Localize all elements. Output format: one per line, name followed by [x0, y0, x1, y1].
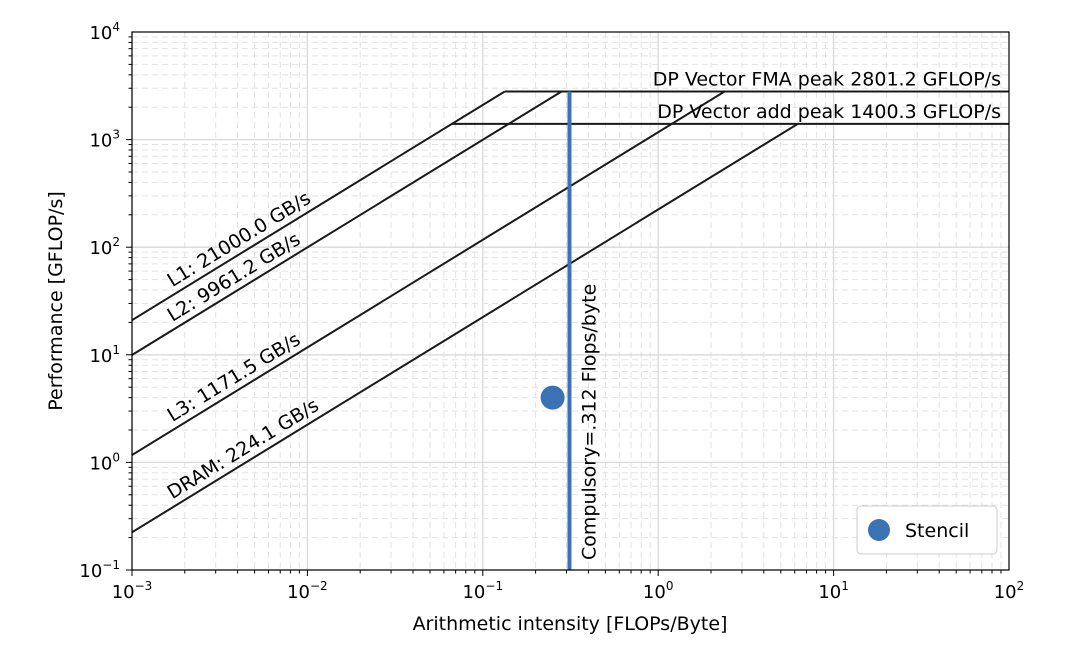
x-tick-label: 100: [643, 579, 674, 603]
bandwidth-ceiling-line: [132, 90, 563, 356]
compute-ceiling-label: DP Vector add peak 1400.3 GFLOP/s: [657, 101, 1001, 123]
bandwidth-ceiling-line: [132, 90, 506, 321]
x-tick-label: 10−3: [112, 579, 153, 603]
x-tick-label: 102: [994, 579, 1025, 603]
axis-ticks: 10−3 10−2 10−1 100 101 102 10−1 100 101 102 103 104: [79, 20, 1024, 603]
y-tick-label: 101: [89, 343, 120, 367]
compute-ceiling-label: DP Vector FMA peak 2801.2 GFLOP/s: [653, 68, 1001, 90]
y-tick-label: 102: [89, 235, 120, 259]
y-tick-label: 100: [89, 450, 120, 474]
legend-marker-stencil: [868, 519, 890, 541]
y-tick-label: 10−1: [79, 558, 120, 582]
legend-label-stencil: Stencil: [905, 520, 969, 542]
legend-box: [856, 505, 998, 555]
compulsory-intensity-label: Compulsory=.312 Flops/byte: [578, 284, 600, 560]
x-axis-title: Arithmetic intensity [FLOPs/Byte]: [413, 613, 728, 635]
bandwidth-ceiling-line: [132, 123, 799, 534]
x-tick-label: 10−1: [462, 579, 503, 603]
plot-frame: [131, 31, 1010, 571]
x-tick-label: 101: [818, 579, 849, 603]
y-axis-title: Performance [GFLOP/s]: [45, 191, 67, 411]
x-tick-label: 10−2: [287, 579, 328, 603]
y-tick-label: 104: [89, 20, 120, 44]
legend: Stencil: [856, 505, 998, 555]
data-point-stencil: [540, 385, 565, 410]
y-tick-label: 103: [89, 128, 120, 152]
plot-area: [132, 90, 1009, 570]
bandwidth-ceiling-line: [132, 90, 726, 456]
